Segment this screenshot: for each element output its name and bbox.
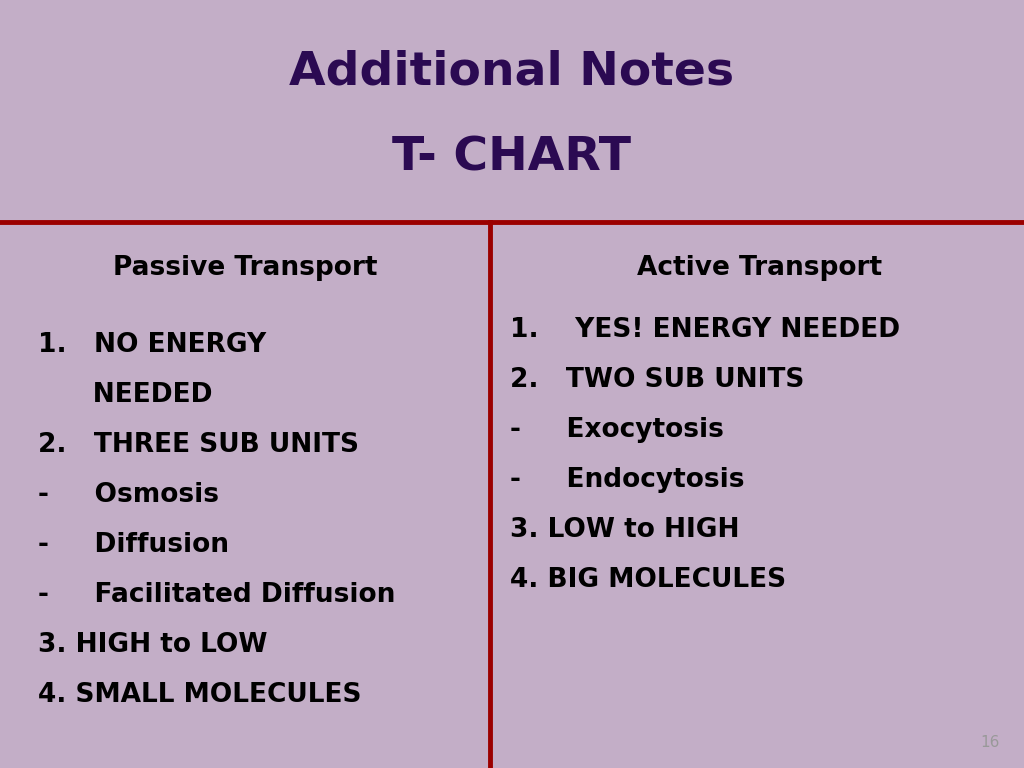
Text: Passive Transport: Passive Transport	[113, 255, 377, 281]
Text: 1.    YES! ENERGY NEEDED: 1. YES! ENERGY NEEDED	[510, 317, 900, 343]
Text: 2.   TWO SUB UNITS: 2. TWO SUB UNITS	[510, 367, 805, 393]
Text: -     Diffusion: - Diffusion	[38, 532, 229, 558]
Text: -     Facilitated Diffusion: - Facilitated Diffusion	[38, 582, 395, 608]
Text: -     Endocytosis: - Endocytosis	[510, 467, 744, 493]
Text: 3. LOW to HIGH: 3. LOW to HIGH	[510, 517, 739, 543]
Text: 4. SMALL MOLECULES: 4. SMALL MOLECULES	[38, 682, 361, 708]
Text: T- CHART: T- CHART	[392, 135, 632, 180]
Text: 4. BIG MOLECULES: 4. BIG MOLECULES	[510, 567, 786, 593]
Text: NEEDED: NEEDED	[38, 382, 213, 408]
Text: 1.   NO ENERGY: 1. NO ENERGY	[38, 332, 266, 358]
Text: 16: 16	[981, 735, 1000, 750]
Text: -     Exocytosis: - Exocytosis	[510, 417, 724, 443]
Text: Additional Notes: Additional Notes	[290, 49, 734, 94]
Text: 2.   THREE SUB UNITS: 2. THREE SUB UNITS	[38, 432, 359, 458]
Text: 3. HIGH to LOW: 3. HIGH to LOW	[38, 632, 267, 658]
Text: -     Osmosis: - Osmosis	[38, 482, 219, 508]
Text: Active Transport: Active Transport	[637, 255, 883, 281]
